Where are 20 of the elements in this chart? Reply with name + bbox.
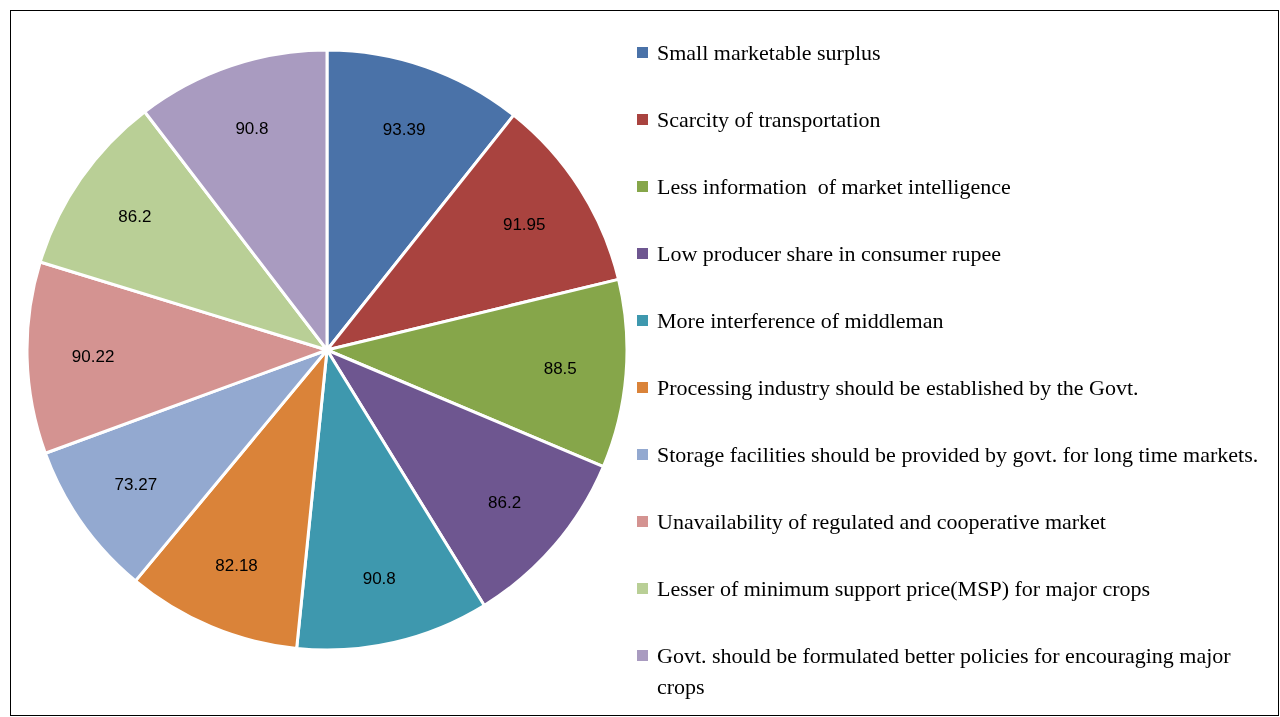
data-label: 73.27 xyxy=(114,475,158,495)
legend-label: More interference of middleman xyxy=(657,307,944,333)
data-label: 91.95 xyxy=(502,214,546,234)
data-label: 88.5 xyxy=(543,359,577,379)
data-label: 93.39 xyxy=(382,119,426,139)
legend-label: Lesser of minimum support price(MSP) for major crops xyxy=(657,575,1151,601)
data-label: 82.18 xyxy=(215,556,258,576)
legend-label: Small marketable surplus xyxy=(657,39,881,65)
data-label: 86.2 xyxy=(118,206,152,226)
data-label: 90.22 xyxy=(71,346,115,366)
legend-label: Storage facilities should be provided by govt. for long time markets. xyxy=(657,441,1259,467)
legend-label: Low producer share in consumer rupee xyxy=(657,240,1001,266)
data-label: 90.8 xyxy=(362,568,396,588)
legend-label: Unavailability of regulated and cooperative market xyxy=(657,508,1106,534)
legend-label: Govt. should be formulated better policies for encouraging major crops xyxy=(657,642,1232,699)
legend-label: Processing industry should be established by the Govt. xyxy=(657,374,1139,400)
legend-label: Scarcity of transportation xyxy=(657,106,881,132)
data-label: 86.2 xyxy=(488,492,522,512)
legend-label: Less information of market intelligence xyxy=(657,173,1011,199)
data-label: 90.8 xyxy=(235,118,269,138)
